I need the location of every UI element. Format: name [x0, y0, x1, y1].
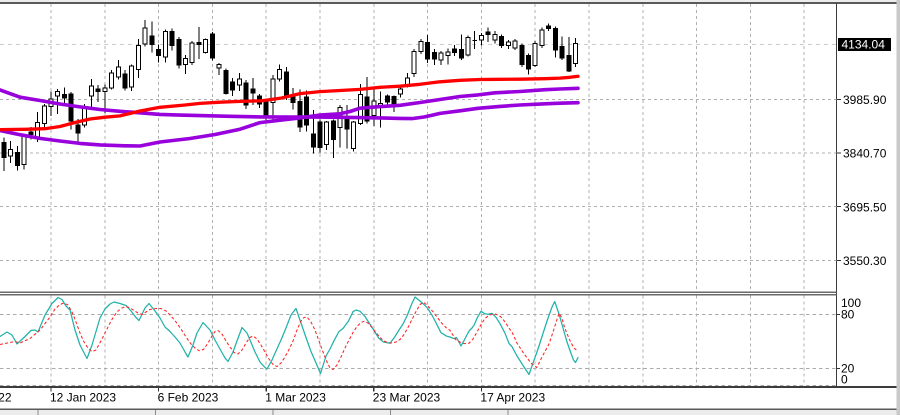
svg-text:3840.70: 3840.70 — [843, 147, 887, 161]
svg-text:1 Mar 2023: 1 Mar 2023 — [265, 391, 326, 405]
svg-text:80: 80 — [841, 308, 855, 322]
svg-text:0: 0 — [841, 373, 848, 387]
svg-text:3985.90: 3985.90 — [843, 93, 887, 107]
svg-text:6 Feb 2023: 6 Feb 2023 — [158, 391, 219, 405]
svg-text:17 Apr 2023: 17 Apr 2023 — [480, 391, 545, 405]
svg-text:3550.30: 3550.30 — [843, 254, 887, 268]
svg-text:100: 100 — [841, 296, 861, 310]
svg-text:23 Mar 2023: 23 Mar 2023 — [373, 391, 441, 405]
svg-text:20: 20 — [841, 361, 855, 375]
svg-text:3695.50: 3695.50 — [843, 200, 887, 214]
svg-text:12 Jan 2023: 12 Jan 2023 — [50, 391, 116, 405]
svg-text:4134.04: 4134.04 — [842, 38, 886, 52]
svg-text:2022: 2022 — [0, 391, 12, 405]
